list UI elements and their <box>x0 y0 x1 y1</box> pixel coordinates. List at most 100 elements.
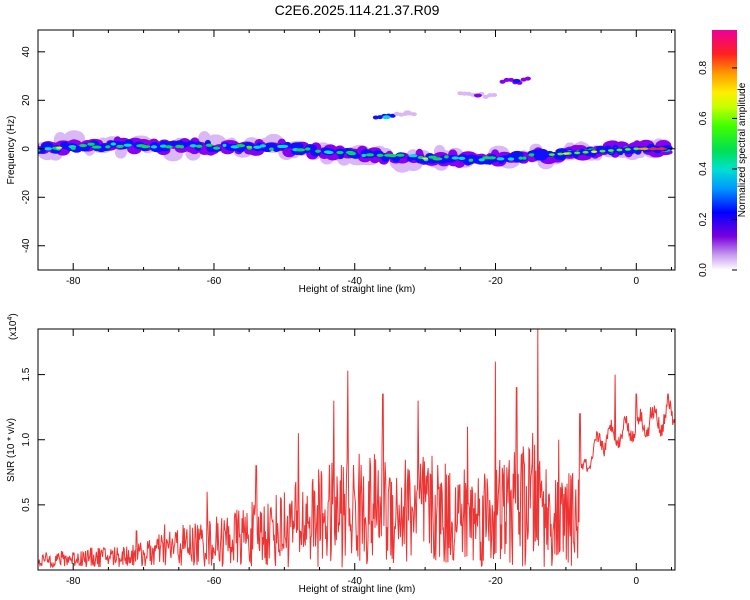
spectral-blob <box>432 157 443 161</box>
spectral-blob <box>189 144 197 148</box>
spectral-blob <box>70 146 76 150</box>
snr-ytick-label: 1.5 <box>21 367 32 381</box>
spectral-blob <box>557 152 564 156</box>
spectral-blob <box>376 153 384 157</box>
spectral-blob <box>616 148 623 152</box>
spectrogram-xtick-label: 0 <box>634 276 640 287</box>
spectral-blob <box>382 115 391 120</box>
spectral-blob <box>591 150 598 153</box>
spectral-blob <box>222 143 227 147</box>
snr-frame <box>37 328 676 571</box>
colorbar-label: Normalized spectral amplitude <box>737 82 748 217</box>
snr-axes: -80 -60 -40 -20 0 0.5 1.0 1.5 <box>21 329 675 587</box>
spectral-blob <box>304 147 311 151</box>
snr-ylabel: SNR (10 * v/v) <box>6 418 17 482</box>
spectral-blob <box>235 146 245 153</box>
spectral-blob <box>79 143 88 148</box>
spectral-blob <box>269 147 274 151</box>
spectral-blob <box>235 144 246 148</box>
colorbar-ticks: 0.0 0.2 0.4 0.6 0.8 <box>698 61 737 277</box>
snr-exponent-prefix: (x10 <box>8 320 19 340</box>
spectral-blob <box>295 148 306 152</box>
spectral-blob <box>637 147 650 150</box>
spectrogram-ytick-label: 40 <box>21 46 32 58</box>
spectral-blob <box>365 153 374 157</box>
colorbar-tick-label: 0.4 <box>698 162 709 176</box>
spectral-blob <box>562 152 569 155</box>
colorbar-tick-label: 0.2 <box>698 212 709 226</box>
spectral-blob <box>574 151 581 155</box>
spectrogram-xlabel: Height of straight line (km) <box>299 284 416 295</box>
spectral-blob <box>315 149 321 153</box>
spectral-blob <box>38 148 41 152</box>
snr-xtick-label: -20 <box>488 576 503 587</box>
spectral-blob <box>361 153 367 158</box>
snr-panel: -80 -60 -40 -20 0 0.5 1.0 1.5 Height of straigh… <box>6 313 676 595</box>
spectral-blob <box>213 146 221 150</box>
spectral-blob <box>507 157 515 161</box>
spectral-blob <box>654 147 667 150</box>
spectral-blob <box>518 156 524 160</box>
snr-exponent-label: (x104) <box>7 313 19 340</box>
snr-exponent-suffix: ) <box>8 313 19 316</box>
spectrogram-heatmap <box>38 76 673 173</box>
spectrogram-ytick-label: 0 <box>21 146 32 152</box>
spectral-blob <box>512 78 521 83</box>
snr-xlabel: Height of straight line (km) <box>299 584 416 595</box>
spectrogram-ytick-label: -20 <box>21 190 32 205</box>
spectral-blob <box>524 76 531 81</box>
spectral-blob <box>389 113 396 118</box>
spectral-blob <box>159 144 167 148</box>
snr-xtick-label: -80 <box>66 576 81 587</box>
spectral-blob <box>116 144 124 149</box>
spectrogram-ylabel: Frequency (Hz) <box>6 116 17 185</box>
spectral-blob <box>582 150 589 154</box>
spectral-blob <box>410 112 417 117</box>
snr-xtick-label: -40 <box>348 576 363 587</box>
spectral-blob <box>478 158 485 162</box>
snr-xtick-label: 0 <box>634 576 640 587</box>
spectral-blob <box>408 154 418 158</box>
spectral-blob <box>195 144 203 148</box>
colorbar-tick-label: 0.0 <box>698 263 709 277</box>
spectral-blob <box>451 156 459 160</box>
spectral-blob <box>503 77 510 82</box>
spectral-blob <box>473 93 482 98</box>
spectral-blob <box>165 145 173 149</box>
colorbar-gradient <box>712 30 737 270</box>
spectrogram-ytick-label: 20 <box>21 94 32 106</box>
spectral-blob <box>444 155 449 159</box>
spectral-blob <box>548 153 555 157</box>
spectral-blob <box>87 142 95 146</box>
spectral-blob <box>507 77 514 82</box>
spectral-blob <box>599 149 606 153</box>
spectrogram-axes: -80 -60 -40 -20 0 -40 -20 0 20 40 <box>21 30 675 287</box>
spectrogram-panel: -80 -60 -40 -20 0 -40 -20 0 20 40 Height of strai… <box>6 29 676 295</box>
spectral-blob <box>105 145 111 149</box>
spectral-blob <box>633 147 640 151</box>
snr-series-line <box>38 329 675 569</box>
spectrogram-xtick-label: -80 <box>66 276 81 287</box>
spectral-blob <box>123 143 132 147</box>
spectral-blob <box>205 143 213 147</box>
spectral-blob <box>461 91 468 96</box>
spectral-blob <box>388 154 397 158</box>
spectral-blob <box>150 145 158 149</box>
spectral-blob <box>396 153 405 157</box>
spectral-blob <box>458 156 466 160</box>
snr-xtick-label: -60 <box>207 576 222 587</box>
spectral-blob <box>91 145 102 149</box>
spectral-blob <box>179 145 184 149</box>
spectral-blob <box>468 158 474 162</box>
spectrogram-ytick-label: -40 <box>21 238 32 253</box>
spectral-blob <box>422 157 429 160</box>
colorbar-tick-label: 0.6 <box>698 111 709 125</box>
spectral-blob <box>253 145 262 149</box>
spectral-blob <box>607 149 614 152</box>
spectral-blob <box>522 156 527 160</box>
svg-text:(x104): (x104) <box>7 313 19 340</box>
snr-ytick-label: 0.5 <box>21 497 32 511</box>
spectral-blob <box>259 144 267 148</box>
spectral-blob <box>528 153 535 157</box>
